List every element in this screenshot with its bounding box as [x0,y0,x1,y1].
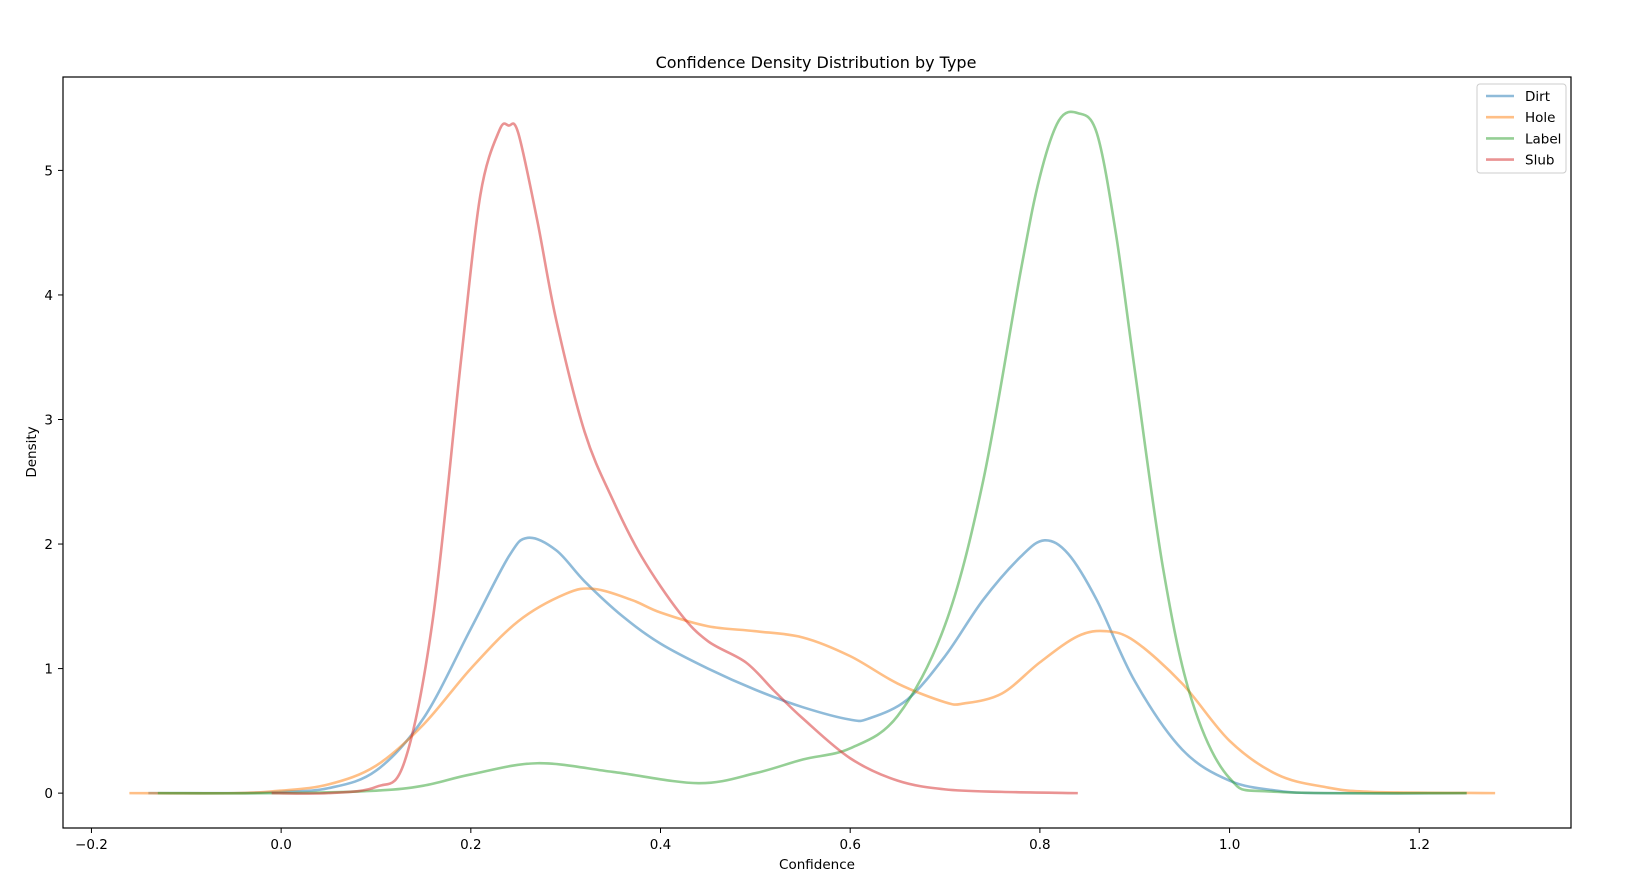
y-tick-label: 1 [44,662,53,678]
plot-frame [62,76,1572,829]
legend-label-slub: Slub [1525,153,1554,169]
legend-label-hole: Hole [1525,110,1555,126]
x-tick-label: 0.4 [650,837,671,853]
x-tick-label: −0.2 [75,837,108,853]
x-tick-label: 1.0 [1219,837,1240,853]
legend: Dirt Hole Label Slub [1476,83,1567,174]
series-line-slub [271,122,1078,795]
x-tick-label: 0.6 [839,837,860,853]
y-tick-label: 3 [44,412,53,428]
series-line-label [157,110,1467,795]
plot-lines [129,110,1496,795]
y-axis: 0 1 2 3 4 5 [44,163,63,802]
y-tick-label: 4 [44,288,53,304]
legend-items: Dirt Hole Label Slub [1486,89,1561,169]
legend-label-dirt: Dirt [1525,89,1550,105]
series-line-dirt [148,536,1467,795]
chart-title: Confidence Density Distribution by Type [656,53,977,72]
series-line-hole [129,587,1496,795]
legend-label-label: Label [1525,131,1561,147]
x-tick-label: 0.2 [460,837,481,853]
y-tick-label: 5 [44,163,53,179]
legend-box [1476,83,1567,174]
x-axis-label: Confidence [779,857,855,873]
y-axis-label: Density [24,426,40,477]
x-tick-label: 1.2 [1409,837,1430,853]
x-tick-label: 0.0 [270,837,291,853]
y-tick-label: 2 [44,537,53,553]
x-axis: −0.2 0.0 0.2 0.4 0.6 0.8 1.0 1.2 [75,828,1430,853]
y-tick-label: 0 [44,786,53,802]
x-tick-label: 0.8 [1029,837,1050,853]
